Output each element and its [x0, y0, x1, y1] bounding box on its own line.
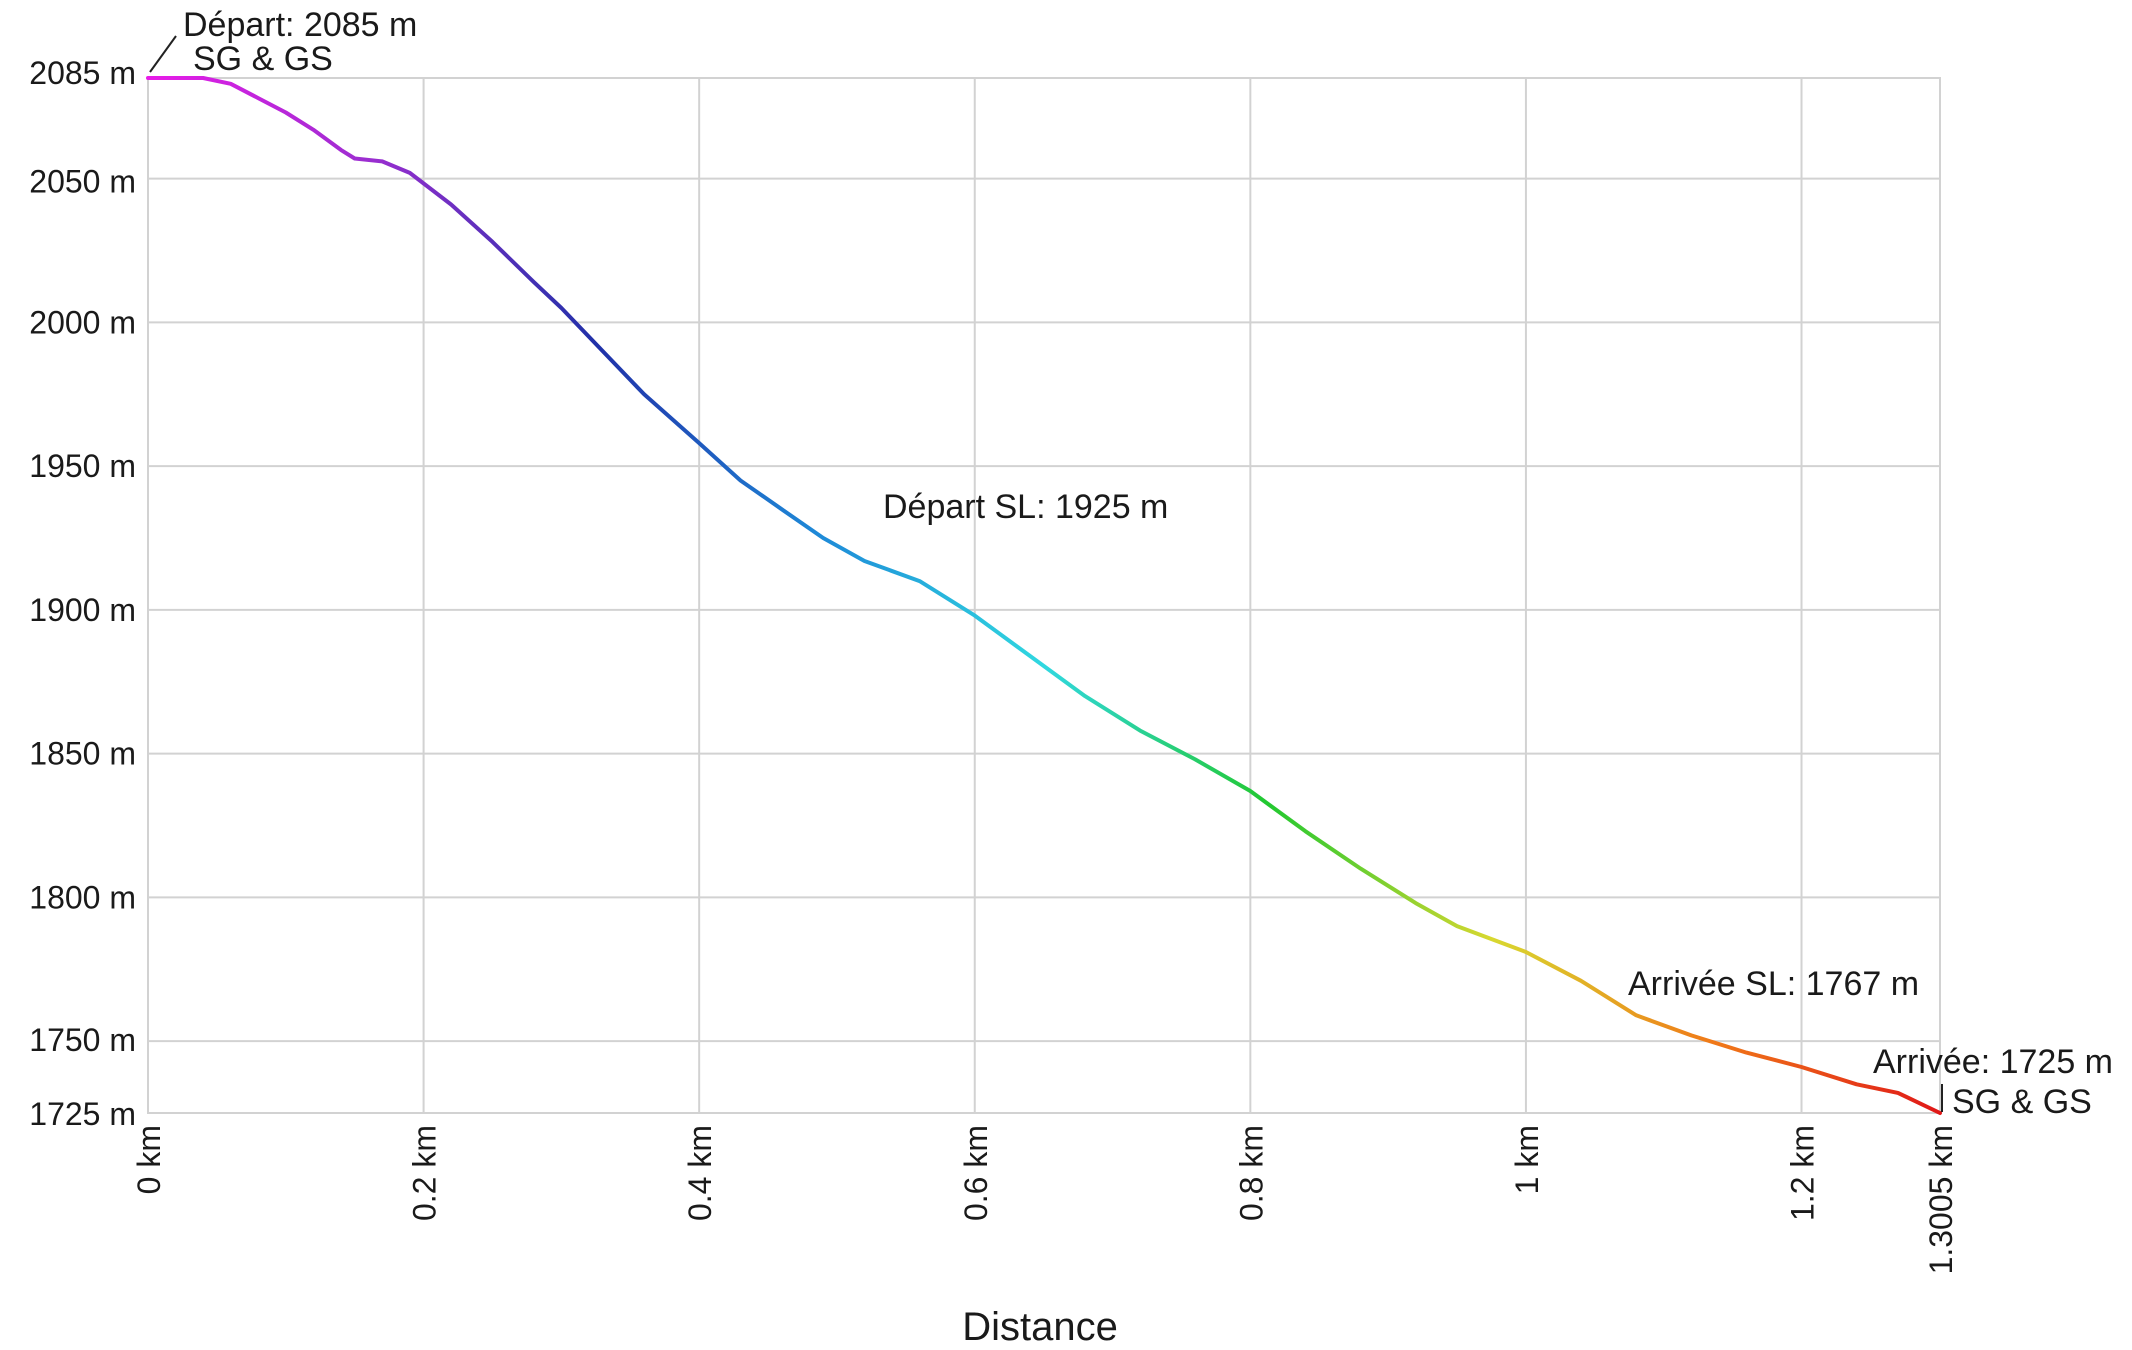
elevation-line — [146, 76, 1942, 1115]
y-tick-label-6: 1800 m — [29, 879, 136, 915]
annotation-1: Départ SL: 1925 m — [883, 488, 1168, 526]
y-tick-label-7: 1750 m — [29, 1022, 136, 1058]
x-tick-label-2: 0.4 km — [682, 1125, 718, 1221]
y-tick-label-5: 1850 m — [29, 736, 136, 772]
x-tick-label-4: 0.8 km — [1233, 1125, 1269, 1221]
y-tick-label-1: 2050 m — [29, 164, 136, 200]
plot-frame — [147, 77, 1941, 1114]
annotation-0-line-0: Départ: 2085 m — [183, 6, 417, 44]
x-tick-label-5: 1 km — [1509, 1125, 1545, 1194]
x-tick-label-3: 0.6 km — [958, 1125, 994, 1221]
y-tick-label-3: 1950 m — [29, 448, 136, 484]
y-tick-label-2: 2000 m — [29, 304, 136, 340]
x-axis-label: Distance — [962, 1305, 1118, 1349]
y-axis-ticks: 2085 m 2050 m 2000 m 1950 m 1900 m 1850 m 1800… — [29, 55, 136, 1132]
x-axis-ticks: 0 km 0.2 km 0.4 km 0.6 km 0.8 km 1 km 1.2 km 1.… — [131, 1125, 1959, 1274]
y-tick-label-4: 1900 m — [29, 592, 136, 628]
annotation-leader-0 — [149, 35, 177, 73]
y-tick-label-0: 2085 m — [29, 55, 136, 91]
y-tick-label-8: 1725 m — [29, 1096, 136, 1132]
annotation-3: Arrivée: 1725 mSG & GS — [1873, 1043, 2113, 1121]
annotation-0-line-1: SG & GS — [193, 40, 333, 78]
x-tick-label-6: 1.2 km — [1785, 1125, 1821, 1221]
annotation-0: Départ: 2085 mSG & GS — [149, 6, 417, 78]
x-tick-label-7: 1.3005 km — [1923, 1125, 1959, 1274]
annotation-2: Arrivée SL: 1767 m — [1628, 965, 1919, 1003]
annotation-2-line-0: Arrivée SL: 1767 m — [1628, 965, 1919, 1003]
x-tick-label-0: 0 km — [131, 1125, 167, 1194]
grid — [147, 77, 1941, 1114]
x-tick-label-1: 0.2 km — [407, 1125, 443, 1221]
annotation-1-line-0: Départ SL: 1925 m — [883, 488, 1168, 526]
annotation-3-line-0: Arrivée: 1725 m — [1873, 1043, 2113, 1081]
annotation-3-line-1: SG & GS — [1952, 1083, 2092, 1121]
